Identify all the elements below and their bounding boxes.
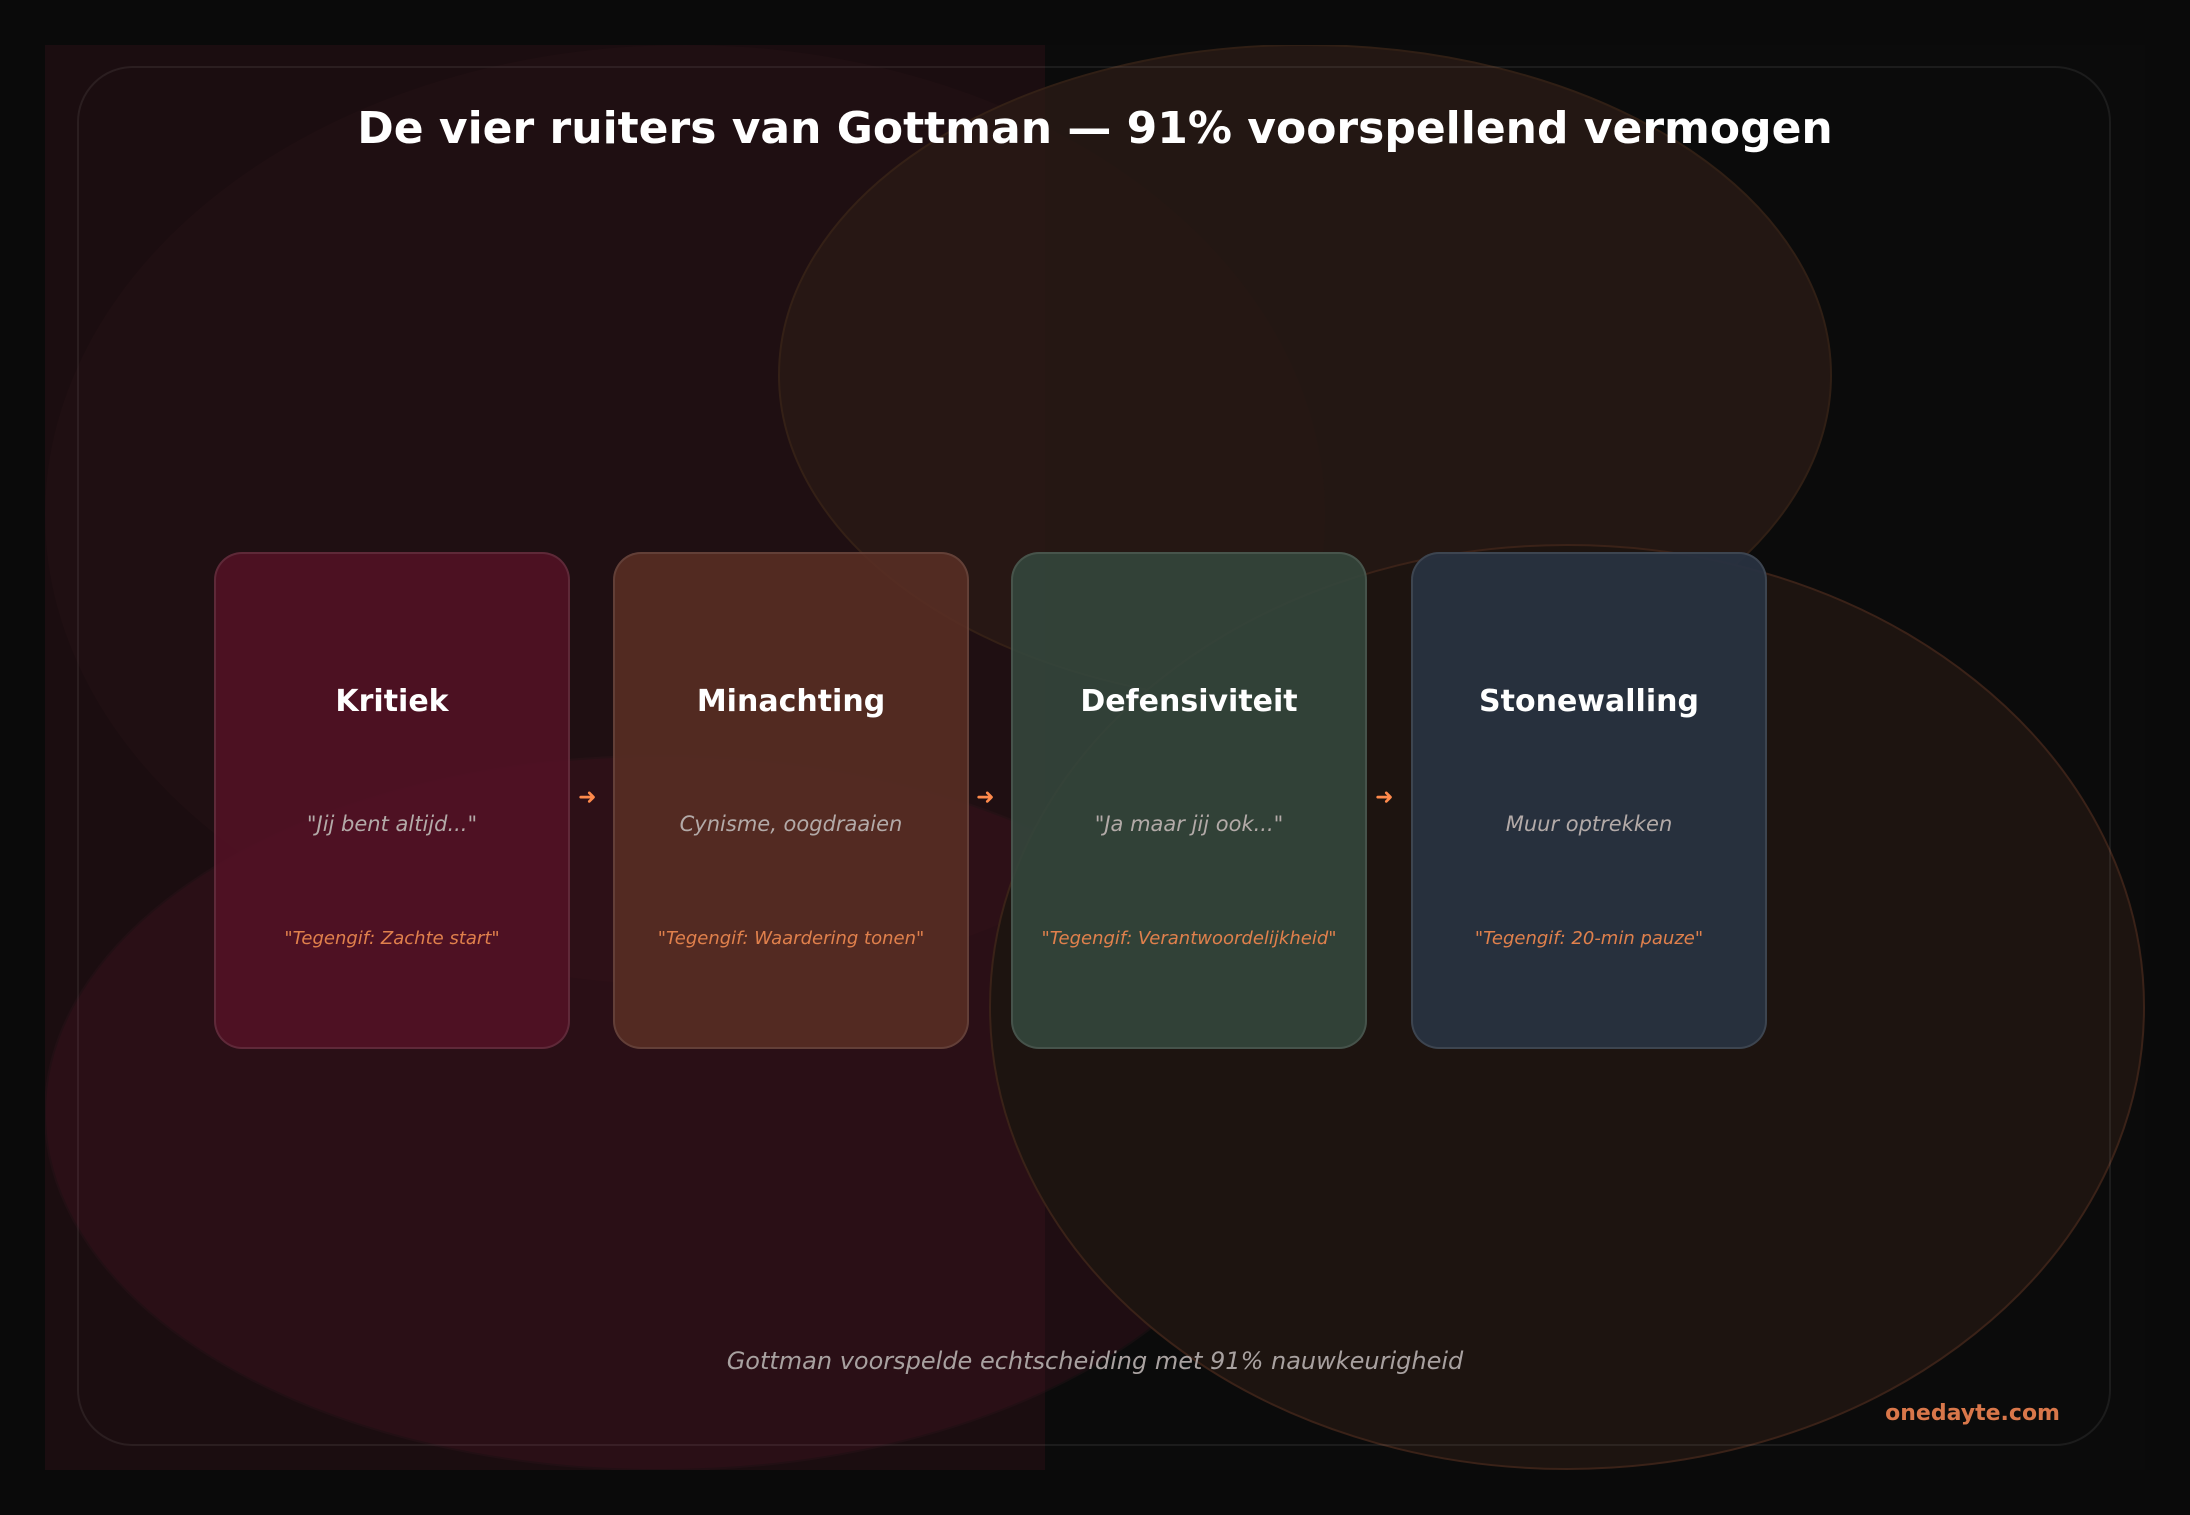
card-title: Kritiek (335, 684, 449, 719)
diagram-canvas: De vier ruiters van Gottman — 91% voorsp… (45, 45, 2145, 1470)
footer-note: Gottman voorspelde echtscheiding met 91%… (726, 1347, 1464, 1375)
arrow-right-icon: ➜ (976, 785, 995, 810)
card-stonewalling: Stonewalling Muur optrekken "Tegengif: 2… (1411, 552, 1767, 1049)
arrow-right-icon: ➜ (1375, 785, 1394, 810)
card-antidote: "Tegengif: Waardering tonen" (657, 928, 925, 949)
card-kritiek: Kritiek "Jij bent altijd..." "Tegengif: … (214, 552, 570, 1049)
card-title: Defensiviteit (1080, 684, 1298, 719)
card-example: "Jij bent altijd..." (306, 812, 478, 836)
card-minachting: Minachting Cynisme, oogdraaien "Tegengif… (613, 552, 969, 1049)
arrow-right-icon: ➜ (578, 785, 597, 810)
card-example: Cynisme, oogdraaien (679, 812, 903, 836)
diagram-title: De vier ruiters van Gottman — 91% voorsp… (357, 103, 1833, 154)
card-antidote: "Tegengif: 20-min pauze" (1474, 928, 1704, 949)
frame-border (77, 66, 2111, 1446)
card-example: "Ja maar jij ook..." (1094, 812, 1284, 836)
brand-link[interactable]: onedayte.com (1885, 1401, 2060, 1426)
card-title: Minachting (696, 684, 886, 719)
card-title: Stonewalling (1479, 684, 1699, 719)
card-defensiviteit: Defensiviteit "Ja maar jij ook..." "Tege… (1011, 552, 1367, 1049)
card-example: Muur optrekken (1505, 812, 1673, 836)
card-antidote: "Tegengif: Verantwoordelijkheid" (1041, 928, 1337, 949)
card-antidote: "Tegengif: Zachte start" (284, 928, 500, 949)
